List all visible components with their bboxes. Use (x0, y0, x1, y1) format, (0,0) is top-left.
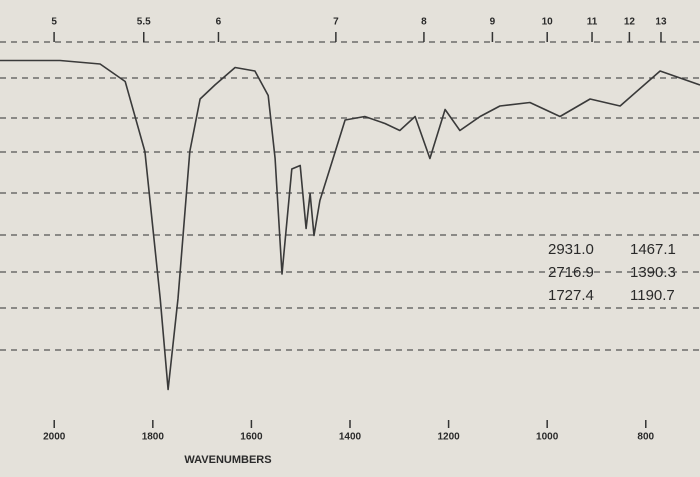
x-axis-label: WAVENUMBERS (184, 454, 271, 466)
x-tick-label: 1400 (339, 432, 362, 443)
peak-annotation: 1467.1 (630, 241, 676, 258)
x-tick-label: 1800 (142, 432, 165, 443)
peak-annotation: 2716.9 (548, 264, 594, 281)
x-tick-label: 2000 (43, 432, 66, 443)
x2-tick-label: 5 (51, 17, 57, 28)
peak-annotation: 1727.4 (548, 287, 594, 304)
peak-annotation: 1390.3 (630, 264, 676, 281)
x-tick-label: 800 (637, 432, 654, 443)
x-tick-label: 1600 (240, 432, 263, 443)
x2-tick-label: 6 (216, 17, 222, 28)
x-tick-label: 1000 (536, 432, 559, 443)
x2-tick-label: 9 (490, 17, 496, 28)
x2-tick-label: 10 (542, 17, 554, 28)
x2-tick-label: 7 (333, 17, 339, 28)
x2-tick-label: 11 (587, 17, 598, 28)
peak-annotation: 1190.7 (630, 287, 675, 304)
peak-annotation: 2931.0 (548, 241, 594, 258)
grid-dashes (0, 41, 700, 351)
x2-tick-label: 5.5 (137, 17, 151, 28)
spectrum-line (0, 59, 700, 391)
x2-tick-label: 12 (624, 17, 636, 28)
x-tick-label: 1200 (437, 432, 460, 443)
x2-tick-label: 13 (655, 17, 667, 28)
x2-tick-label: 8 (421, 17, 427, 28)
